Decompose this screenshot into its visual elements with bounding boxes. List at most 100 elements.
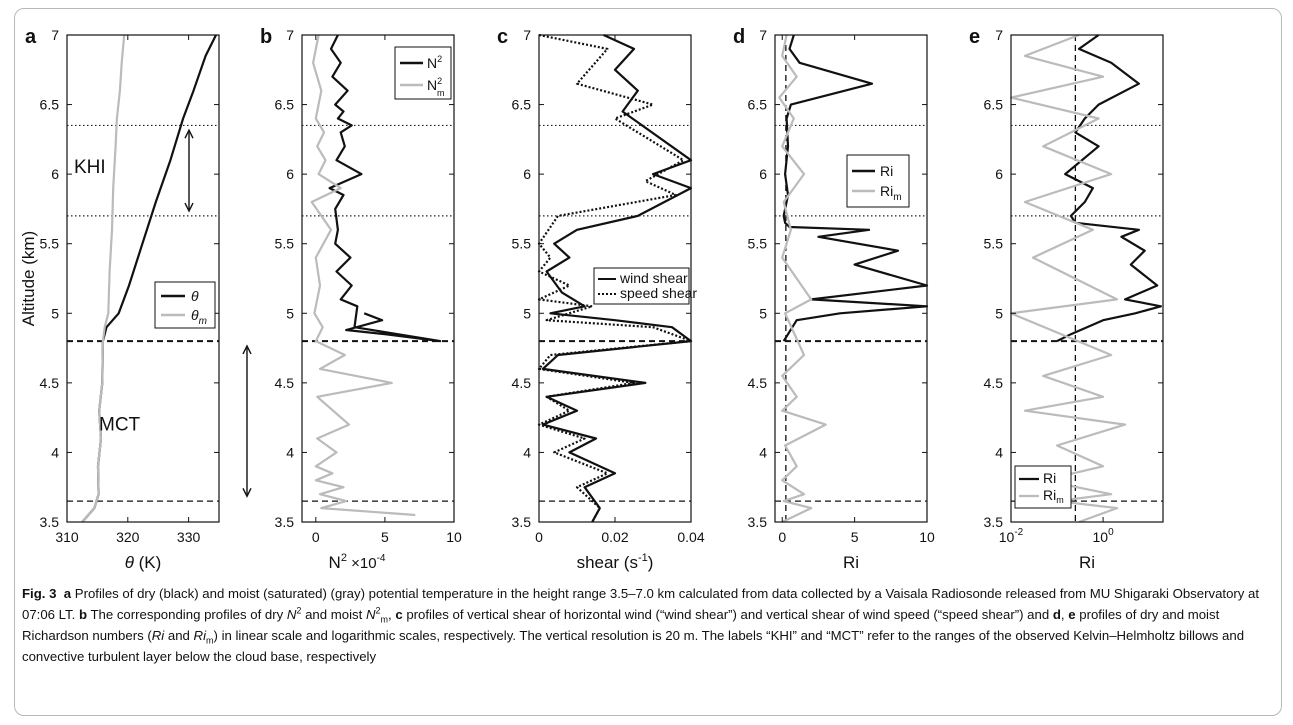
- legend-label-d-1-sub: m: [893, 192, 901, 203]
- panel-label-c: c: [497, 26, 508, 48]
- xlabel-n-sup: 2: [341, 552, 347, 564]
- xlabel-shear: shear (s: [577, 553, 638, 572]
- legend-label-e-1-base: Ri: [1043, 487, 1056, 503]
- ytick-label-e-1: 4: [995, 444, 1003, 460]
- xtick-base-e-1: 10: [1093, 529, 1109, 545]
- ytick-label-a-6: 6.5: [40, 97, 60, 113]
- panel-label-a: a: [25, 26, 37, 48]
- xtick-label-e-0: 10-2: [999, 527, 1024, 545]
- ytick-label-a-5: 6: [51, 166, 59, 182]
- legend-label-a-1: θm: [191, 307, 207, 327]
- legend-label-d-1-base: Ri: [880, 183, 893, 199]
- figure-caption: Fig. 3 a Profiles of dry (black) and moi…: [22, 583, 1272, 667]
- caption-fig-label: Fig. 3: [22, 586, 57, 601]
- xtick-label-d-1: 5: [851, 529, 859, 545]
- legend-label-d-0: Ri: [880, 163, 893, 179]
- caption-label-d: d: [1052, 607, 1061, 622]
- caption-and: and: [164, 628, 194, 643]
- legend-label-b-0-sup: 2: [437, 54, 442, 64]
- xtick-label-b-2: 10: [446, 529, 462, 545]
- ytick-label-b-2: 4.5: [275, 375, 295, 391]
- ytick-label-d-6: 6.5: [748, 97, 768, 113]
- axes-box-a: [66, 34, 220, 523]
- ytick-label-c-6: 6.5: [512, 97, 532, 113]
- series-line-e-0: [1056, 34, 1163, 343]
- ytick-label-b-6: 6.5: [275, 97, 295, 113]
- legend-label-a-0: θ: [191, 288, 199, 304]
- legend-label-b-1: N2 m: [427, 76, 445, 98]
- caption-label-c: c: [395, 607, 403, 622]
- xlabel-ri-e: Ri: [1079, 553, 1095, 572]
- xlabel-shear-close: ): [648, 553, 654, 572]
- legend-label-b-0-base: N: [427, 55, 437, 71]
- legend-label-b-1-sub: m: [437, 88, 445, 98]
- legend-box-a: [154, 281, 216, 329]
- series-line-a-0: [81, 34, 217, 523]
- caption-text-rest: ) in linear scale and logarithmic scales…: [22, 628, 1245, 664]
- figure-frame: [14, 8, 1282, 716]
- caption-ri: Ri: [151, 628, 165, 643]
- legend-label-d-1: Rim: [880, 183, 902, 203]
- caption-text-b2: and moist: [301, 607, 366, 622]
- ytick-label-d-2: 4.5: [748, 375, 768, 391]
- xtick-exp-e-1: 0: [1108, 527, 1114, 538]
- khi-arrow-head-up: [184, 128, 194, 139]
- legend-label-a-1-base: θ: [191, 307, 199, 323]
- xlabel-ri-d: Ri: [843, 553, 859, 572]
- xtick-label-c-1: 0.02: [601, 529, 628, 545]
- caption-ri-m-sub: m: [206, 635, 214, 646]
- ytick-label-e-4: 5.5: [984, 236, 1004, 252]
- annotation-khi: KHI: [74, 157, 106, 178]
- legend-label-c-1: speed shear: [620, 285, 697, 301]
- ytick-label-d-0: 3.5: [748, 514, 768, 530]
- ytick-label-e-2: 4.5: [984, 375, 1004, 391]
- caption-n-moist-sub: m: [380, 614, 389, 625]
- legend-box-e: [1014, 465, 1072, 509]
- ytick-label-c-7: 7: [523, 27, 531, 43]
- y-axis-label: Altitude (km): [19, 231, 38, 326]
- xtick-label-d-2: 10: [919, 529, 935, 545]
- xlabel-n: N: [329, 553, 341, 572]
- mct-arrow-head-down: [242, 488, 252, 498]
- caption-n-dry-sup: 2: [296, 605, 302, 616]
- legend-label-a-1-sub: m: [199, 316, 207, 327]
- ytick-label-e-5: 6: [995, 166, 1003, 182]
- panel-label-e: e: [969, 26, 980, 48]
- caption-label-e: e: [1068, 607, 1076, 622]
- ytick-label-b-0: 3.5: [275, 514, 295, 530]
- ytick-label-b-1: 4: [286, 444, 294, 460]
- annotation-mct: MCT: [99, 415, 141, 436]
- x-axis-label-a: θ (K): [125, 553, 162, 572]
- x-axis-label-c: shear (s-1): [577, 552, 654, 572]
- series-line-b-0: [328, 34, 442, 343]
- legend-label-b-0: N2: [427, 54, 442, 71]
- axes-box-b: [301, 34, 455, 523]
- panel-label-d: d: [733, 26, 745, 48]
- series-line-d-1: [778, 34, 827, 523]
- ytick-label-a-2: 4.5: [40, 375, 60, 391]
- axes-box-e: [1010, 34, 1164, 523]
- caption-comma-2: ,: [1060, 607, 1069, 622]
- caption-n-moist-sup: 2: [375, 605, 381, 616]
- khi-arrow-head-down: [184, 202, 194, 213]
- legend-label-b-1-sup: 2: [437, 76, 442, 86]
- ytick-label-a-7: 7: [51, 27, 59, 43]
- legend-label-e-1-sub: m: [1056, 495, 1064, 505]
- xtick-exp-e-0: -2: [1014, 527, 1023, 538]
- ytick-label-a-4: 5.5: [40, 236, 60, 252]
- ytick-label-d-7: 7: [759, 27, 767, 43]
- mct-arrow-head-up: [242, 344, 252, 355]
- ytick-label-e-3: 5: [995, 305, 1003, 321]
- ytick-label-e-0: 3.5: [984, 514, 1004, 530]
- ytick-label-c-3: 5: [523, 305, 531, 321]
- axes-box-d: [774, 34, 928, 523]
- caption-text-de: profiles of dry and moist Richardson num…: [22, 607, 1220, 643]
- xtick-base-e-0: 10: [999, 529, 1015, 545]
- xtick-label-b-0: 0: [312, 529, 320, 545]
- panel-label-b: b: [260, 26, 272, 48]
- ytick-label-c-2: 4.5: [512, 375, 532, 391]
- caption-text-a: Profiles of dry (black) and moist (satur…: [22, 586, 1260, 622]
- ytick-label-a-1: 4: [51, 444, 59, 460]
- caption-text-c: profiles of vertical shear of horizontal…: [402, 607, 1053, 622]
- xtick-label-e-1: 100: [1093, 527, 1115, 545]
